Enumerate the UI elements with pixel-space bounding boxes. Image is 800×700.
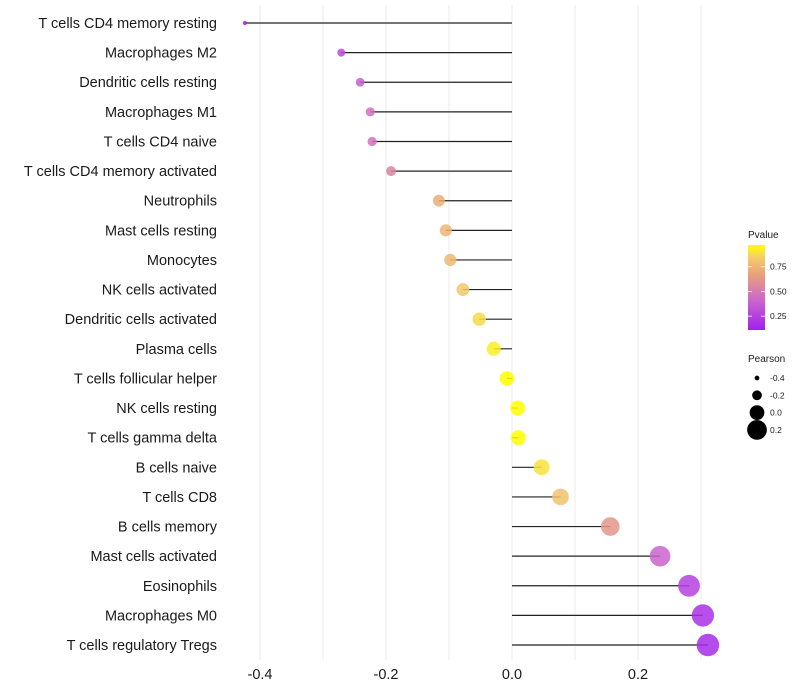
size-legend-label: -0.4 (770, 373, 785, 383)
size-legend-label: 0.0 (770, 408, 782, 418)
data-point (365, 107, 375, 117)
data-point (486, 341, 501, 356)
pvalue-legend-title: Pvalue (748, 230, 779, 241)
size-legend-key (754, 375, 760, 381)
data-point (552, 488, 569, 506)
x-tick-label: 0.2 (628, 667, 648, 683)
size-legend-label: -0.2 (770, 390, 785, 400)
grid-lines (259, 5, 702, 660)
data-point (355, 77, 365, 87)
data-point (510, 430, 526, 446)
y-tick-label: T cells CD8 (142, 490, 217, 506)
data-point (444, 253, 457, 267)
y-tick-label: NK cells resting (116, 401, 217, 417)
y-tick-label: Mast cells activated (90, 549, 217, 565)
size-legend-key (752, 390, 762, 401)
y-tick-label: Dendritic cells resting (79, 75, 217, 91)
data-point (472, 312, 486, 326)
colorbar-tick-label: 0.75 (770, 262, 787, 272)
y-tick-label: B cells memory (118, 520, 218, 536)
y-tick-label: Macrophages M1 (105, 105, 217, 121)
y-tick-label: T cells regulatory Tregs (67, 638, 217, 654)
data-point (439, 224, 452, 237)
y-tick-label: T cells CD4 naive (104, 134, 217, 150)
pvalue-colorbar (748, 245, 765, 330)
y-tick-label: Plasma cells (136, 342, 217, 358)
y-axis-labels: T cells CD4 memory resting Macrophages M2… (24, 16, 218, 654)
y-tick-label: T cells CD4 memory activated (24, 164, 217, 180)
x-tick-label: 0.0 (502, 667, 522, 683)
y-tick-label: Monocytes (147, 253, 217, 269)
data-point (691, 604, 715, 627)
pvalue-legend: Pvalue 0.75 0.50 0.25 (748, 230, 787, 330)
pearson-legend: Pearson -0.4 -0.2 0.0 0.2 (747, 354, 785, 440)
data-point (242, 20, 247, 26)
y-tick-label: T cells CD4 memory resting (38, 16, 217, 32)
data-point (649, 545, 671, 567)
data-point (678, 574, 700, 597)
y-tick-label: NK cells activated (102, 283, 217, 299)
colorbar-tick-label: 0.25 (770, 311, 787, 321)
points (242, 20, 720, 657)
y-tick-label: Dendritic cells activated (65, 312, 217, 328)
x-tick-label: -0.4 (248, 667, 273, 683)
data-point (456, 283, 470, 296)
data-point (600, 517, 620, 536)
colorbar-tick-label: 0.50 (770, 286, 787, 296)
x-axis-labels: -0.4 -0.2 0.0 0.2 (248, 667, 649, 683)
y-tick-label: Macrophages M2 (105, 46, 217, 62)
y-tick-label: Neutrophils (144, 194, 217, 210)
size-legend-key (747, 420, 767, 440)
data-point (510, 400, 526, 416)
y-tick-label: B cells naive (136, 460, 217, 476)
y-tick-label: Eosinophils (143, 579, 217, 595)
y-tick-label: T cells gamma delta (88, 431, 218, 447)
y-tick-label: T cells follicular helper (74, 371, 217, 387)
data-point (386, 166, 397, 177)
size-legend-key (749, 405, 765, 420)
data-point (696, 633, 720, 657)
data-point (337, 48, 346, 57)
data-point (367, 136, 377, 147)
y-tick-label: Macrophages M0 (105, 608, 217, 624)
x-tick-label: -0.2 (374, 667, 399, 683)
size-legend-label: 0.2 (770, 425, 782, 435)
data-point (533, 459, 550, 476)
data-point (499, 371, 515, 386)
pearson-legend-title: Pearson (748, 354, 785, 365)
y-tick-label: Mast cells resting (105, 223, 217, 239)
data-point (432, 194, 445, 207)
